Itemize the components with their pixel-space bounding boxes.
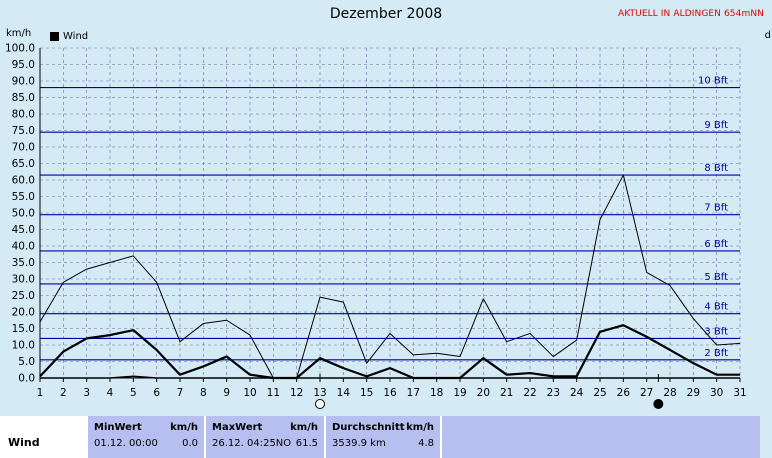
beaufort-label: 4 Bft [704, 302, 728, 313]
x-tick-label: 31 [733, 387, 746, 399]
stats-min-cell: MinWert km/h 01.12. 00:00 0.0 [88, 416, 204, 458]
max-date: 26.12. 04:25NO [212, 438, 292, 449]
x-tick-label: 25 [593, 387, 606, 399]
y-tick-label: 90.0 [12, 76, 35, 88]
stats-empty-cell [442, 416, 760, 458]
y-tick-label: 30.0 [12, 274, 35, 286]
avg-value: 4.8 [418, 438, 434, 449]
series-max-line [39, 174, 741, 379]
min-date: 01.12. 00:00 [94, 438, 158, 449]
x-tick-label: 4 [107, 387, 114, 399]
y-tick-label: 85.0 [12, 92, 35, 104]
x-tick-label: 21 [500, 387, 513, 399]
x-tick-label: 20 [477, 387, 490, 399]
moon-new-marker [653, 399, 664, 409]
x-tick-label: 5 [130, 387, 137, 399]
min-value: 0.0 [182, 438, 198, 449]
y-tick-label: 20.0 [12, 307, 35, 319]
beaufort-label: 9 Bft [704, 120, 728, 131]
beaufort-label: 8 Bft [704, 163, 728, 174]
x-tick-label: 23 [547, 387, 560, 399]
stats-row-label: Wind [8, 436, 40, 449]
x-tick-label: 14 [337, 387, 351, 399]
x-tick-label: 6 [153, 387, 160, 399]
y-tick-label: 70.0 [12, 142, 35, 154]
legend-label: Wind [63, 31, 89, 42]
y-tick-label: 75.0 [12, 125, 35, 137]
min-header: MinWert [94, 422, 142, 433]
y-axis-unit: km/h [6, 28, 32, 39]
x-tick-label: 10 [243, 387, 256, 399]
y-tick-label: 25.0 [12, 290, 35, 302]
avg-unit: km/h [406, 422, 434, 433]
y-tick-label: 10.0 [12, 340, 35, 352]
x-tick-label: 17 [407, 387, 420, 399]
x-tick-label: 30 [710, 387, 723, 399]
x-tick-label: 15 [360, 387, 373, 399]
x-tick-label: 7 [177, 387, 184, 399]
max-unit: km/h [290, 422, 318, 433]
y-tick-label: 60.0 [12, 175, 35, 187]
y-tick-label: 65.0 [12, 158, 35, 170]
y-tick-label: 35.0 [12, 257, 35, 269]
x-tick-label: 16 [383, 387, 397, 399]
min-unit: km/h [170, 422, 198, 433]
series-average-line [39, 324, 740, 380]
y-tick-label: 5.0 [18, 356, 35, 368]
right-edge-label: d [764, 30, 771, 41]
x-tick-label: 9 [223, 387, 230, 399]
max-value: 61.5 [295, 438, 318, 449]
x-tick-label: 28 [663, 387, 676, 399]
x-tick-label: 22 [523, 387, 536, 399]
x-tick-label: 11 [267, 387, 280, 399]
axes: 0.0 5.0 10.0 15.0 20.0 25.0 30.0 35.0 40.0 45.0 50… [5, 43, 747, 400]
y-tick-label: 0.0 [18, 373, 35, 385]
y-tick-label: 40.0 [12, 241, 35, 253]
series-min-line [40, 375, 740, 379]
x-tick-label: 18 [430, 387, 443, 399]
beaufort-label: 5 Bft [704, 272, 728, 283]
x-tick-label: 12 [290, 387, 303, 399]
y-tick-label: 45.0 [12, 224, 35, 236]
y-tick-label: 55.0 [12, 191, 35, 203]
stats-avg-cell: Durchschnitt km/h 3539.9 km 4.8 [326, 416, 440, 458]
y-tick-label: 50.0 [12, 208, 35, 220]
y-tick-label: 80.0 [12, 109, 35, 121]
avg-header: Durchschnitt [332, 422, 405, 433]
y-tick-label: 95.0 [12, 59, 35, 71]
beaufort-label: 10 Bft [698, 76, 728, 87]
x-tick-label: 3 [83, 387, 90, 399]
x-tick-label: 26 [617, 387, 631, 399]
station-label: AKTUELL IN ALDINGEN 654mNN [617, 9, 764, 19]
beaufort-label: 7 Bft [704, 203, 728, 214]
y-tick-label: 15.0 [12, 323, 35, 335]
beaufort-label: 6 Bft [704, 239, 728, 250]
legend-swatch [50, 32, 59, 41]
grid [39, 47, 741, 379]
stats-max-cell: MaxWert km/h 26.12. 04:25NO 61.5 [206, 416, 324, 458]
beaufort-label: 3 Bft [704, 326, 728, 337]
x-tick-label: 27 [640, 387, 653, 399]
x-tick-label: 13 [313, 387, 326, 399]
max-header: MaxWert [212, 422, 263, 433]
series [39, 174, 741, 380]
x-tick-label: 29 [687, 387, 700, 399]
moon-full-marker [315, 399, 325, 409]
x-tick-label: 19 [453, 387, 466, 399]
moon-markers [315, 374, 664, 409]
y-tick-label: 100.0 [5, 43, 35, 55]
beaufort-lines: 2 Bft 3 Bft 4 Bft 5 Bft 6 Bft 7 Bft 8 Bft 9 Bft… [40, 76, 740, 361]
x-tick-label: 2 [60, 387, 67, 399]
x-tick-label: 24 [570, 387, 584, 399]
avg-distance: 3539.9 km [332, 438, 386, 449]
beaufort-label: 2 Bft [704, 348, 728, 359]
legend: Wind [50, 31, 88, 42]
x-tick-label: 8 [200, 387, 207, 399]
x-tick-label: 1 [37, 387, 44, 399]
chart-title: Dezember 2008 [329, 6, 443, 22]
